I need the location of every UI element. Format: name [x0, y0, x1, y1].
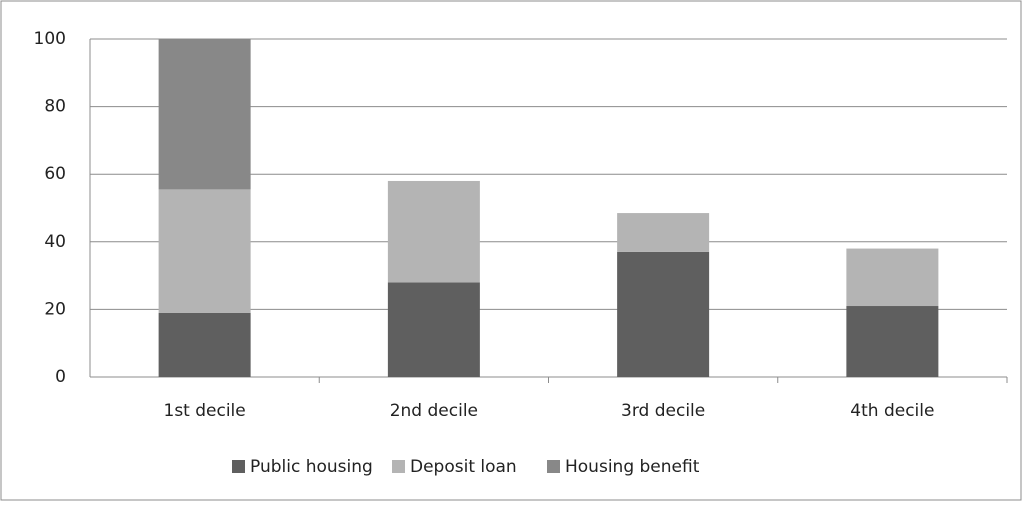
x-tick-label: 1st decile	[164, 401, 246, 421]
y-tick-label: 80	[44, 97, 66, 117]
bar-segment	[158, 39, 251, 190]
y-tick-label: 0	[55, 367, 66, 387]
y-tick-label: 60	[44, 164, 66, 184]
legend-label: Deposit loan	[410, 457, 517, 477]
y-tick-label: 20	[44, 299, 66, 319]
legend-swatch	[232, 460, 245, 473]
legend-label: Public housing	[250, 457, 373, 477]
legend-swatch	[547, 460, 560, 473]
x-tick-label: 3rd decile	[621, 401, 705, 421]
bar-segment	[387, 180, 480, 283]
y-tick-label: 40	[44, 232, 66, 252]
bar-segment	[846, 306, 939, 377]
bar-segment	[617, 213, 710, 252]
y-tick-label: 100	[34, 29, 66, 49]
bar-segment	[158, 312, 251, 377]
x-tick-label: 2nd decile	[390, 401, 478, 421]
bar-segment	[387, 282, 480, 377]
legend-label: Housing benefit	[565, 457, 700, 477]
bar-segment	[158, 189, 251, 313]
bar-segment	[846, 248, 939, 307]
x-tick-label: 4th decile	[850, 401, 934, 421]
legend-swatch	[392, 460, 405, 473]
bar-segment	[617, 251, 710, 377]
